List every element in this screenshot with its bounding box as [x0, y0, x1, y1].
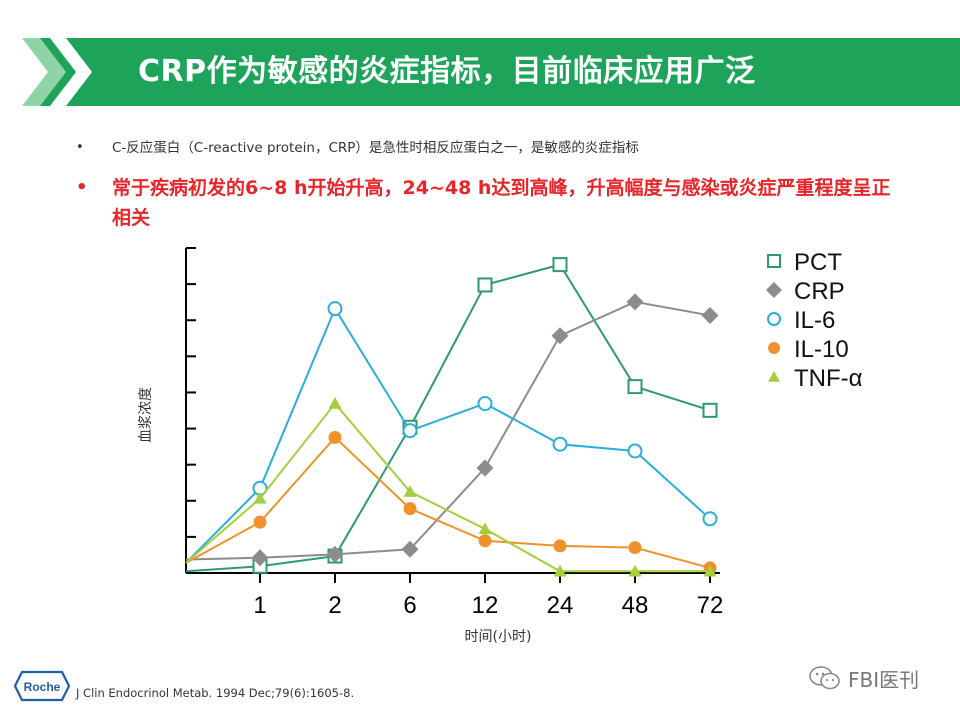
watermark-text: FBI医刊	[848, 667, 920, 692]
series-il10-point	[553, 539, 567, 553]
header-banner	[0, 38, 960, 106]
legend-label-series-pct: PCT	[794, 249, 842, 276]
series-tnf-point	[478, 522, 492, 535]
legend-label-series-tnf: TNF-α	[794, 365, 863, 392]
page-title: CRP作为敏感的炎症指标，目前临床应用广泛	[138, 54, 756, 89]
series-pct-point	[552, 257, 568, 273]
legend-marker-series-tnf	[768, 371, 780, 382]
bullet-text-highlight: 常于疾病初发的6~8 h开始升高，24~48 h达到高峰，升高幅度与感染或炎症严…	[112, 177, 891, 229]
x-tick-label: 24	[547, 592, 574, 619]
roche-logo-text: Roche	[24, 680, 61, 694]
series-tnf-line	[185, 401, 710, 573]
series-il10-point	[328, 430, 342, 444]
bullet-item-1: • C-反应蛋白（C-reactive protein，CRP）是急性时相反应蛋…	[76, 138, 639, 158]
watermark: FBI医刊	[808, 664, 938, 692]
series-tnf-point	[328, 397, 342, 409]
series-crp-point	[401, 540, 419, 558]
legend-marker-series-il10	[768, 342, 780, 354]
series-pct-point	[627, 379, 643, 395]
legend-label-series-il6: IL-6	[794, 307, 835, 334]
series-tnf-point	[403, 485, 417, 497]
roche-logo: Roche	[14, 670, 70, 702]
x-tick-label: 72	[697, 592, 724, 619]
x-tick-label: 12	[472, 592, 499, 619]
legend-label-series-il10: IL-10	[794, 336, 849, 363]
series-il10-point	[478, 534, 492, 548]
legend-marker-series-il6	[767, 312, 781, 326]
series-crp-point	[551, 327, 569, 345]
series-crp-point	[251, 549, 269, 567]
series-il6-point	[327, 301, 343, 317]
bullet-marker: •	[76, 140, 84, 155]
series-il6-point	[477, 396, 493, 412]
series-pct-point	[477, 277, 493, 293]
series-tnf-point	[628, 564, 642, 577]
series-tnf-point	[253, 491, 267, 504]
legend-label-series-crp: CRP	[794, 278, 845, 305]
bullet-item-2: • 常于疾病初发的6~8 h开始升高，24~48 h达到高峰，升高幅度与感染或炎…	[76, 173, 896, 233]
series-il6-point	[402, 423, 418, 439]
series-crp-point	[701, 306, 719, 324]
series-crp-point	[626, 293, 644, 311]
wechat-icon	[809, 666, 840, 690]
series-crp-line	[185, 300, 711, 561]
bullet-marker: •	[76, 177, 88, 198]
x-tick-label: 2	[328, 592, 341, 619]
x-tick-label: 48	[622, 592, 649, 619]
x-tick-label: 1	[253, 592, 266, 619]
series-pct-line	[185, 263, 711, 573]
y-axis-label: 血浆浓度	[138, 387, 154, 443]
series-crp-point	[326, 545, 344, 563]
series-il10-point	[628, 541, 642, 555]
series-il6-line	[185, 306, 711, 564]
x-tick-label: 6	[403, 592, 416, 619]
series-tnf-point	[703, 564, 717, 577]
series-il10-point	[253, 515, 267, 529]
series-il6-point	[702, 511, 718, 527]
series-il6-point	[552, 436, 568, 452]
series-il10-line	[185, 436, 711, 569]
series-il6-point	[627, 443, 643, 459]
citation: J Clin Endocrinol Metab. 1994 Dec;79(6):…	[76, 686, 355, 700]
bullet-text: C-反应蛋白（C-reactive protein，CRP）是急性时相反应蛋白之…	[112, 140, 639, 156]
x-axis-label: 时间(小时)	[465, 629, 532, 645]
legend-marker-series-crp	[766, 282, 782, 298]
legend-marker-series-pct	[767, 254, 781, 268]
series-pct-point	[702, 402, 718, 418]
series-crp-point	[476, 459, 494, 477]
series-tnf-point	[553, 564, 567, 577]
series-il10-point	[403, 502, 417, 516]
